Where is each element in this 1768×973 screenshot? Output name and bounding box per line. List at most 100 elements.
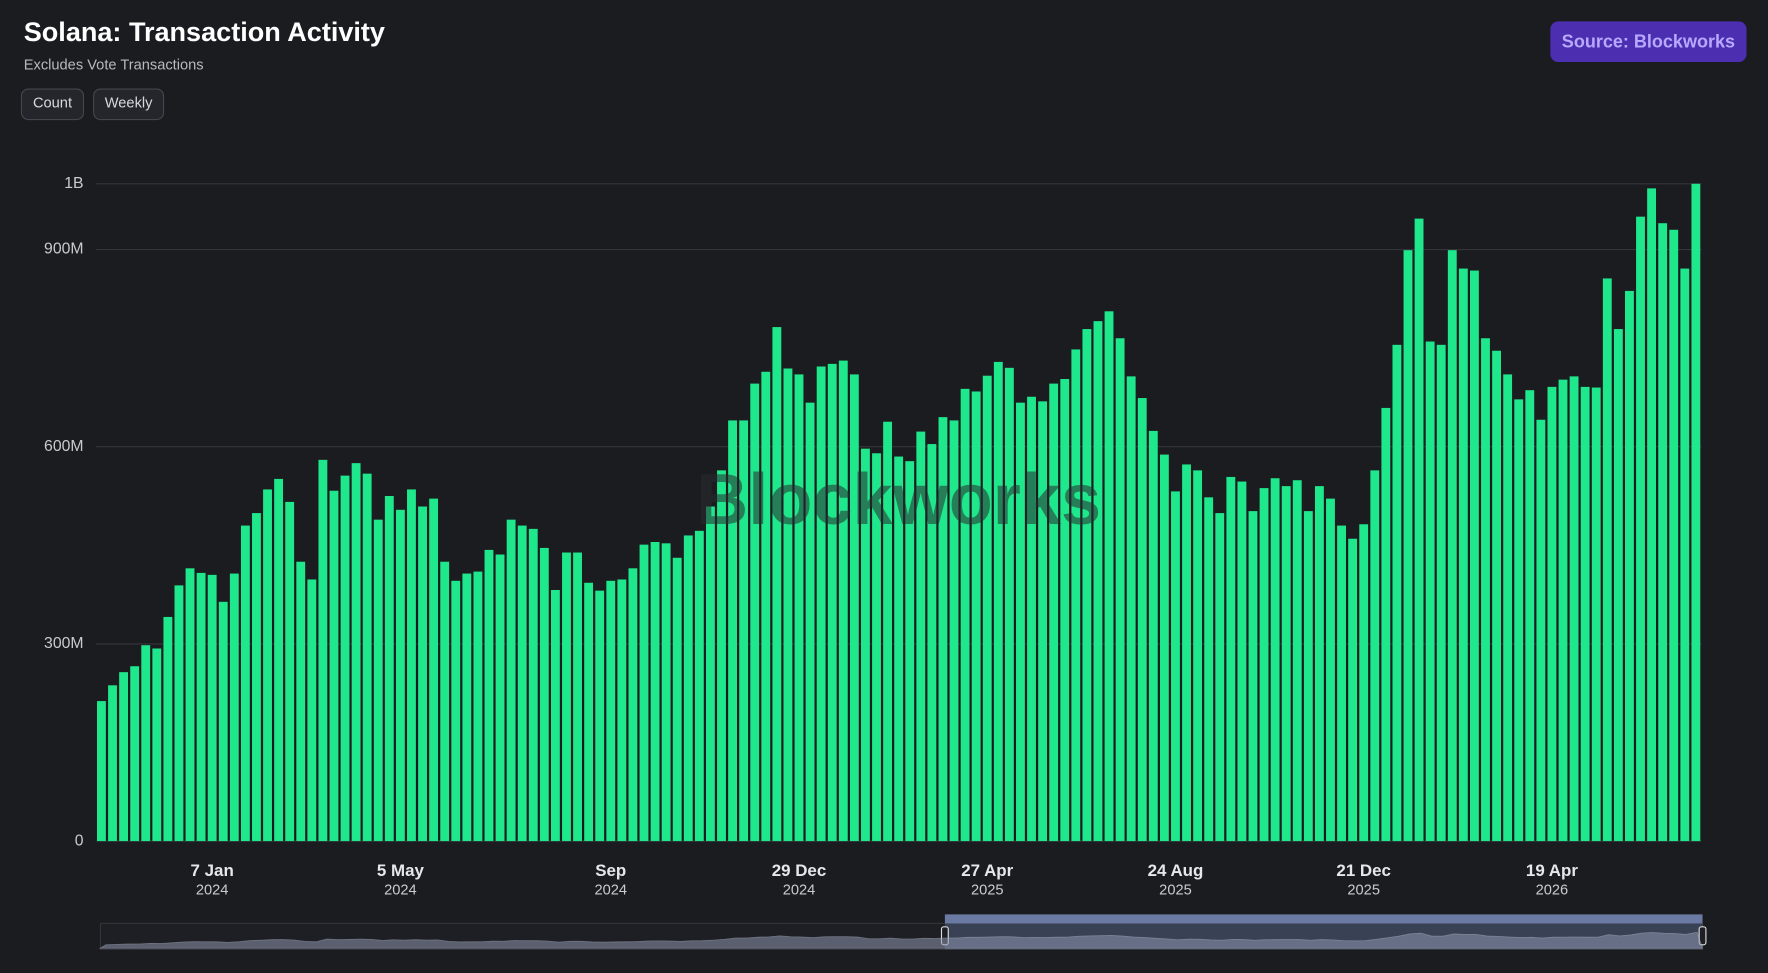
- bar: [263, 489, 272, 842]
- bar: [362, 473, 372, 842]
- bar: [506, 519, 516, 842]
- bar: [1082, 329, 1092, 842]
- bar: [207, 574, 217, 842]
- weekly-button-label[interactable]: Weekly: [105, 96, 153, 112]
- bar: [905, 461, 915, 842]
- bar: [595, 590, 605, 842]
- x-tick-year: 2024: [384, 883, 417, 899]
- bar: [628, 568, 638, 842]
- bar: [872, 453, 881, 842]
- bar: [728, 420, 737, 842]
- bar: [739, 420, 749, 842]
- bar: [384, 495, 394, 842]
- bar: [1680, 268, 1690, 842]
- bar: [285, 501, 295, 842]
- bar: [185, 568, 195, 842]
- bar: [1636, 216, 1645, 842]
- bar: [1536, 419, 1546, 842]
- bar: [1171, 491, 1180, 842]
- x-tick-label: 27 Apr: [961, 861, 1013, 880]
- count-button-label[interactable]: Count: [33, 96, 72, 112]
- bar: [1625, 290, 1634, 842]
- y-tick-label: 300M: [44, 635, 83, 652]
- bar: [1281, 486, 1291, 842]
- bar: [550, 589, 560, 842]
- bar: [639, 544, 649, 842]
- weekly-button[interactable]: [93, 88, 165, 121]
- bar: [1259, 488, 1269, 842]
- source-button-label[interactable]: Source: Blockworks: [1562, 32, 1735, 52]
- bar: [1337, 525, 1346, 842]
- source-button[interactable]: [1550, 21, 1747, 63]
- bar: [407, 489, 416, 842]
- bar: [229, 573, 239, 842]
- bar: [418, 506, 427, 842]
- bar: [329, 490, 339, 842]
- navigator-handle-right[interactable]: [1698, 926, 1707, 946]
- bar: [484, 549, 494, 842]
- y-tick-label: 0: [75, 832, 84, 849]
- bar: [440, 561, 450, 842]
- bar: [1669, 229, 1679, 842]
- count-button[interactable]: [20, 88, 85, 121]
- bar: [163, 616, 173, 842]
- bar: [1093, 321, 1103, 842]
- bar: [1038, 401, 1048, 842]
- x-tick-year: 2026: [1536, 883, 1569, 899]
- bar: [1148, 430, 1158, 842]
- bar: [1547, 386, 1557, 842]
- x-tick-label: 24 Aug: [1148, 861, 1204, 880]
- bar: [1204, 497, 1214, 842]
- y-tick-label: 900M: [44, 241, 83, 258]
- bar: [949, 420, 959, 842]
- bar: [683, 535, 693, 842]
- bar: [1193, 470, 1203, 842]
- bar: [528, 528, 538, 842]
- bar: [1658, 223, 1668, 842]
- bar: [861, 448, 870, 842]
- x-tick-year: 2025: [1347, 883, 1380, 899]
- x-tick-year: 2024: [594, 883, 627, 899]
- bar: [141, 645, 151, 842]
- bar: [1237, 481, 1247, 842]
- bar: [916, 431, 926, 842]
- bar: [429, 498, 439, 842]
- bar: [982, 375, 992, 842]
- bar: [274, 478, 284, 842]
- x-tick-label: 19 Apr: [1526, 861, 1578, 880]
- bar: [174, 585, 184, 842]
- bar: [827, 363, 837, 842]
- bar: [1137, 398, 1147, 842]
- bar: [1314, 486, 1324, 842]
- bar: [894, 456, 904, 842]
- x-tick-label: Sep: [595, 861, 626, 880]
- bar: [152, 648, 162, 842]
- bar: [1226, 476, 1236, 842]
- bar: [1348, 538, 1358, 842]
- bar: [1027, 396, 1036, 842]
- bar: [97, 701, 106, 842]
- bar: [395, 509, 405, 842]
- bar: [1270, 478, 1280, 842]
- bar: [816, 366, 826, 842]
- bar: [783, 368, 793, 842]
- bar: [1425, 341, 1435, 842]
- bar: [1602, 278, 1612, 842]
- bar: [196, 572, 206, 842]
- bar: [584, 582, 594, 842]
- bar: [1159, 454, 1169, 842]
- bar: [318, 459, 328, 842]
- bar: [1492, 350, 1501, 842]
- bar: [1613, 329, 1623, 842]
- bar: [794, 374, 804, 842]
- bar: [838, 360, 848, 842]
- bar: [119, 672, 129, 842]
- bar: [1115, 338, 1125, 842]
- bar: [1558, 379, 1568, 842]
- bar: [694, 530, 704, 842]
- navigator-scrollbar[interactable]: [944, 914, 1703, 924]
- bar: [1591, 387, 1601, 842]
- bar: [938, 417, 948, 842]
- bar: [373, 519, 383, 842]
- bar: [1016, 402, 1025, 842]
